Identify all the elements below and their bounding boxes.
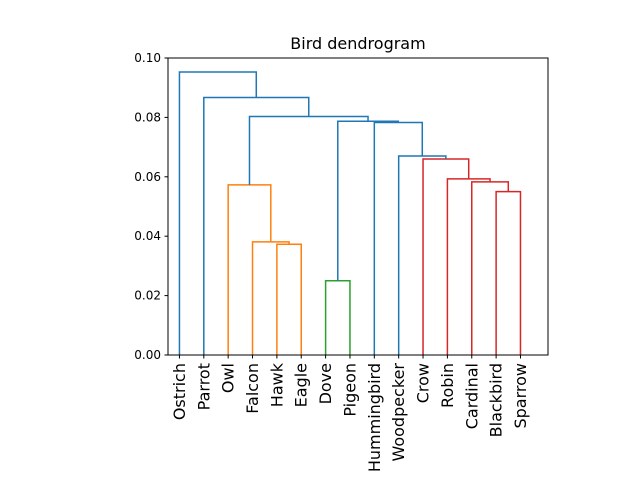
leaf-label-ostrich: Ostrich: [170, 363, 189, 420]
leaf-label-cardinal: Cardinal: [462, 363, 481, 429]
dendrogram-link-14: [178, 71, 258, 355]
y-tick-label-4: 0.08: [134, 110, 161, 124]
leaf-label-owl: Owl: [219, 363, 238, 393]
leaf-label-crow: Crow: [414, 363, 433, 403]
leaf-label-woodpecker: Woodpecker: [389, 363, 408, 462]
x-axis: Ostrich Parrot Owl Falcon Hawk Eagle Dove Pigeo…: [170, 355, 530, 472]
y-tick-label-2: 0.04: [134, 229, 161, 243]
y-tick-label-5: 0.10: [134, 51, 161, 65]
leaf-label-blackbird: Blackbird: [487, 363, 506, 437]
leaf-label-robin: Robin: [438, 363, 457, 408]
leaf-label-pigeon: Pigeon: [340, 363, 359, 417]
leaf-label-parrot: Parrot: [194, 363, 213, 410]
y-tick-label-1: 0.02: [134, 289, 161, 303]
leaf-label-dove: Dove: [316, 363, 335, 404]
y-tick-label-0: 0.00: [134, 348, 161, 362]
leaf-label-falcon: Falcon: [243, 363, 262, 414]
y-tick-label-3: 0.06: [134, 170, 161, 184]
plot-frame: [167, 57, 549, 356]
leaf-label-hawk: Hawk: [267, 362, 286, 407]
leaf-label-eagle: Eagle: [292, 363, 311, 407]
leaf-label-hummingbird: Hummingbird: [365, 363, 384, 472]
leaf-label-sparrow: Sparrow: [511, 363, 530, 429]
dendrogram-links: [178, 71, 522, 355]
y-axis: 0.00 0.02 0.04 0.06 0.08 0.10: [134, 51, 168, 362]
chart-title: Bird dendrogram: [290, 34, 425, 53]
